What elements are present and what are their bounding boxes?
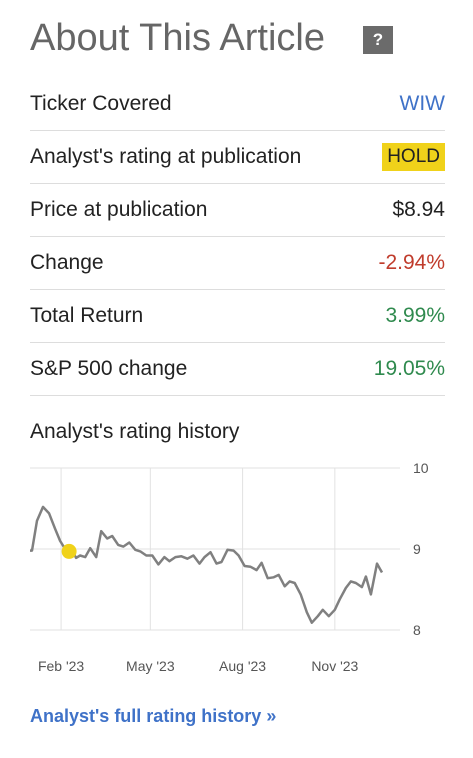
page-title: About This Article	[30, 17, 326, 59]
rating-label: Analyst's rating at publication	[30, 145, 302, 168]
about-article-header: About This Article ?	[30, 14, 450, 64]
price-line	[30, 505, 384, 624]
sp500-label: S&P 500 change	[30, 357, 188, 380]
x-tick-label-0: Feb '23	[38, 658, 84, 674]
change-label: Change	[30, 251, 104, 274]
total-return-row: Total Return 3.99%	[30, 290, 445, 343]
ticker-link[interactable]: WIW	[399, 92, 445, 115]
total-return-value: 3.99%	[385, 304, 445, 327]
x-axis-labels: Feb '23 May '23 Aug '23 Nov '23	[38, 658, 359, 674]
sp500-row: S&P 500 change 19.05%	[30, 343, 445, 396]
rating-row: Analyst's rating at publication HOLD	[30, 131, 445, 184]
change-row: Change -2.94%	[30, 237, 445, 290]
help-icon[interactable]: ?	[363, 26, 393, 54]
x-tick-label-1: May '23	[126, 658, 175, 674]
rating-history-title: Analyst's rating history	[30, 420, 240, 443]
y-tick-label-1: 9	[413, 541, 421, 557]
sp500-value: 19.05%	[373, 357, 445, 380]
y-tick-label-0: 10	[413, 460, 429, 476]
chart-grid	[30, 467, 400, 631]
price-value: $8.94	[392, 198, 445, 221]
rating-history-chart: 10 9 8 Feb '23 May '23 Aug '23 Nov '23	[30, 460, 429, 674]
rating-marker-0[interactable]	[61, 543, 77, 559]
x-tick-label-2: Aug '23	[219, 658, 266, 674]
rating-badge: HOLD	[382, 143, 445, 171]
ticker-label: Ticker Covered	[30, 92, 172, 115]
article-info-table: Ticker Covered WIW Analyst's rating at p…	[30, 78, 445, 396]
y-tick-label-2: 8	[413, 622, 421, 638]
y-axis-labels: 10 9 8	[413, 460, 429, 638]
rating-markers	[61, 543, 77, 559]
x-tick-label-3: Nov '23	[311, 658, 358, 674]
change-value: -2.94%	[378, 251, 445, 274]
ticker-row: Ticker Covered WIW	[30, 78, 445, 131]
price-label: Price at publication	[30, 198, 208, 221]
full-rating-history-link[interactable]: Analyst's full rating history »	[30, 706, 277, 726]
price-row: Price at publication $8.94	[30, 184, 445, 237]
total-return-label: Total Return	[30, 304, 144, 327]
